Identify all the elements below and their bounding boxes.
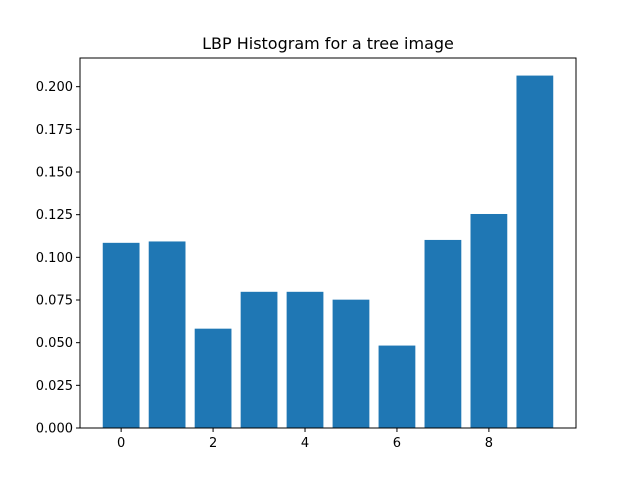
x-axis-ticks: 0 2 4 6 8 — [117, 428, 493, 451]
y-tick-label: 0.175 — [36, 123, 73, 138]
bar-1 — [148, 241, 186, 428]
bar-3 — [240, 291, 278, 428]
x-tick-label: 8 — [485, 436, 493, 451]
y-tick-label: 0.100 — [36, 251, 73, 266]
bar-0 — [102, 242, 140, 428]
plot-frame — [79, 57, 577, 429]
bars-group — [102, 75, 554, 428]
bar-7 — [424, 239, 462, 428]
bar-2 — [194, 328, 232, 428]
bar-9 — [516, 75, 554, 428]
y-axis-ticks: 0.000 0.025 0.050 0.075 0.100 0.125 0.150 0.175… — [36, 80, 80, 437]
y-tick-label: 0.000 — [36, 422, 73, 437]
x-tick-label: 6 — [393, 436, 401, 451]
bar-6 — [378, 345, 416, 428]
x-tick-label: 2 — [209, 436, 217, 451]
y-tick-label: 0.200 — [36, 80, 73, 95]
x-tick-label: 0 — [117, 436, 125, 451]
y-tick-label: 0.150 — [36, 166, 73, 181]
bar-4 — [286, 291, 324, 428]
x-tick-label: 4 — [301, 436, 309, 451]
y-tick-label: 0.075 — [36, 294, 73, 309]
y-tick-label: 0.125 — [36, 208, 73, 223]
bar-5 — [332, 299, 370, 428]
y-tick-label: 0.025 — [36, 379, 73, 394]
bar-8 — [470, 213, 508, 428]
y-tick-label: 0.050 — [36, 336, 73, 351]
chart-title: LBP Histogram for a tree image — [202, 34, 454, 53]
